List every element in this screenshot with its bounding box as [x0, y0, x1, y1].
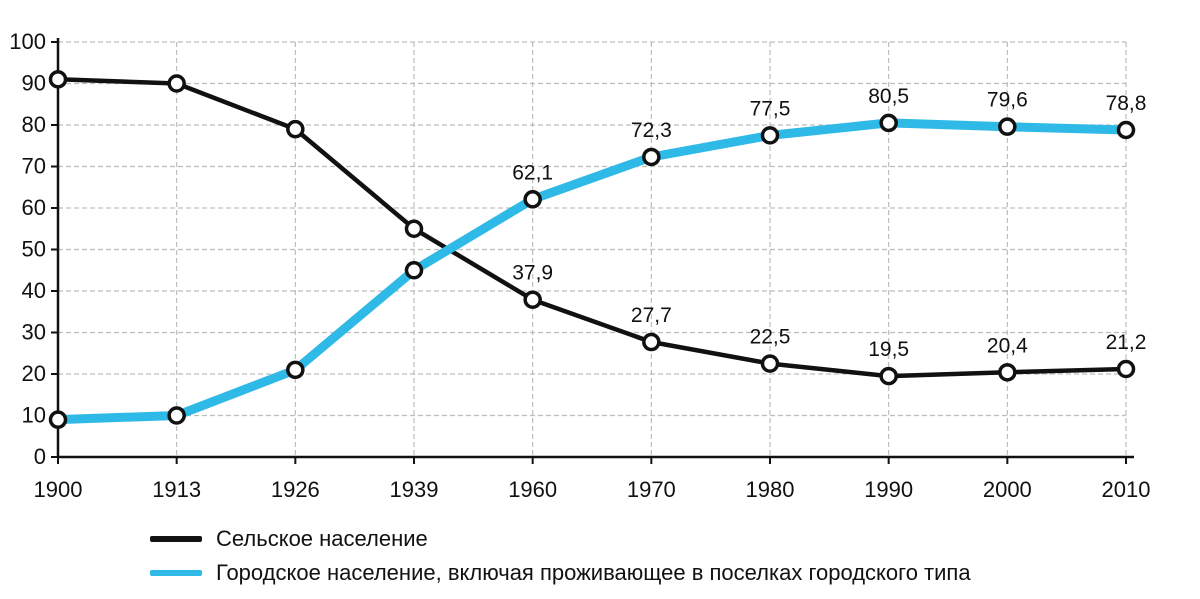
x-tick-label: 2000	[983, 477, 1032, 502]
legend: Сельское население Городское население, …	[150, 522, 971, 590]
data-label: 21,2	[1106, 331, 1147, 354]
y-tick-label: 50	[22, 237, 46, 262]
y-tick-label: 100	[9, 29, 46, 54]
data-label: 62,1	[512, 161, 553, 184]
data-point	[167, 74, 186, 93]
axes: 0 10 20 30 40 50 60 70 80 90 100 1900 1913 1926 1939 19…	[9, 29, 1150, 502]
data-point	[879, 113, 898, 133]
x-tick-label: 2010	[1102, 477, 1151, 502]
y-tick-label: 60	[22, 195, 46, 220]
data-point	[760, 126, 780, 145]
data-point	[48, 410, 68, 429]
y-tick-label: 40	[22, 278, 46, 303]
data-label: 80,5	[868, 85, 909, 108]
data-point	[167, 406, 186, 425]
x-tick-label: 1980	[746, 477, 795, 502]
series-lines	[53, 77, 1131, 425]
data-label: 20,4	[987, 334, 1028, 357]
data-point	[879, 366, 898, 386]
y-tick-label: 30	[22, 320, 46, 345]
legend-item-urban: Городское население, включая проживающее…	[150, 556, 971, 590]
x-tick-label: 1960	[508, 477, 557, 502]
data-label: 72,3	[631, 119, 672, 142]
data-point	[642, 332, 661, 352]
data-points	[48, 70, 1136, 429]
data-point	[1116, 359, 1136, 379]
data-label: 27,7	[631, 304, 672, 327]
legend-item-rural: Сельское население	[150, 522, 971, 556]
legend-label-rural: Сельское население	[216, 526, 428, 551]
x-tick-label: 1939	[390, 477, 439, 502]
data-point	[286, 119, 305, 139]
data-point	[998, 363, 1017, 382]
x-tick-label: 1900	[34, 477, 83, 502]
x-tick-label: 1990	[864, 477, 913, 502]
y-tick-label: 80	[22, 112, 46, 137]
legend-swatch-rural	[150, 536, 202, 542]
data-point	[48, 70, 68, 89]
legend-swatch-urban	[150, 570, 202, 576]
x-tick-label: 1926	[271, 477, 320, 502]
y-tick-label: 10	[22, 403, 46, 428]
x-tick-label: 1913	[152, 477, 201, 502]
y-tick-label: 70	[22, 154, 46, 179]
data-label: 37,9	[512, 262, 553, 285]
data-point	[523, 290, 542, 309]
data-point	[642, 147, 661, 167]
data-point	[998, 117, 1017, 136]
data-label: 22,5	[750, 326, 791, 349]
x-tick-label: 1970	[627, 477, 676, 502]
series-line-rural	[55, 77, 1129, 379]
data-point	[404, 261, 424, 280]
data-point	[760, 354, 780, 373]
data-point	[523, 190, 542, 209]
y-tick-label: 90	[22, 71, 46, 96]
data-labels: 37,9 27,7 22,5 19,5 20,4 21,2 62,1 72,3 77,5 80,5…	[512, 85, 1146, 361]
y-tick-label: 0	[34, 444, 46, 469]
data-label: 79,6	[987, 89, 1028, 112]
y-tick-label: 20	[22, 361, 46, 386]
data-label: 78,8	[1106, 92, 1147, 115]
data-label: 77,5	[750, 97, 791, 120]
data-label: 19,5	[868, 338, 909, 361]
series-line-urban	[53, 118, 1131, 425]
legend-label-urban: Городское население, включая проживающее…	[216, 560, 971, 585]
data-point	[1116, 120, 1136, 140]
data-point	[286, 360, 305, 380]
data-point	[404, 219, 424, 238]
